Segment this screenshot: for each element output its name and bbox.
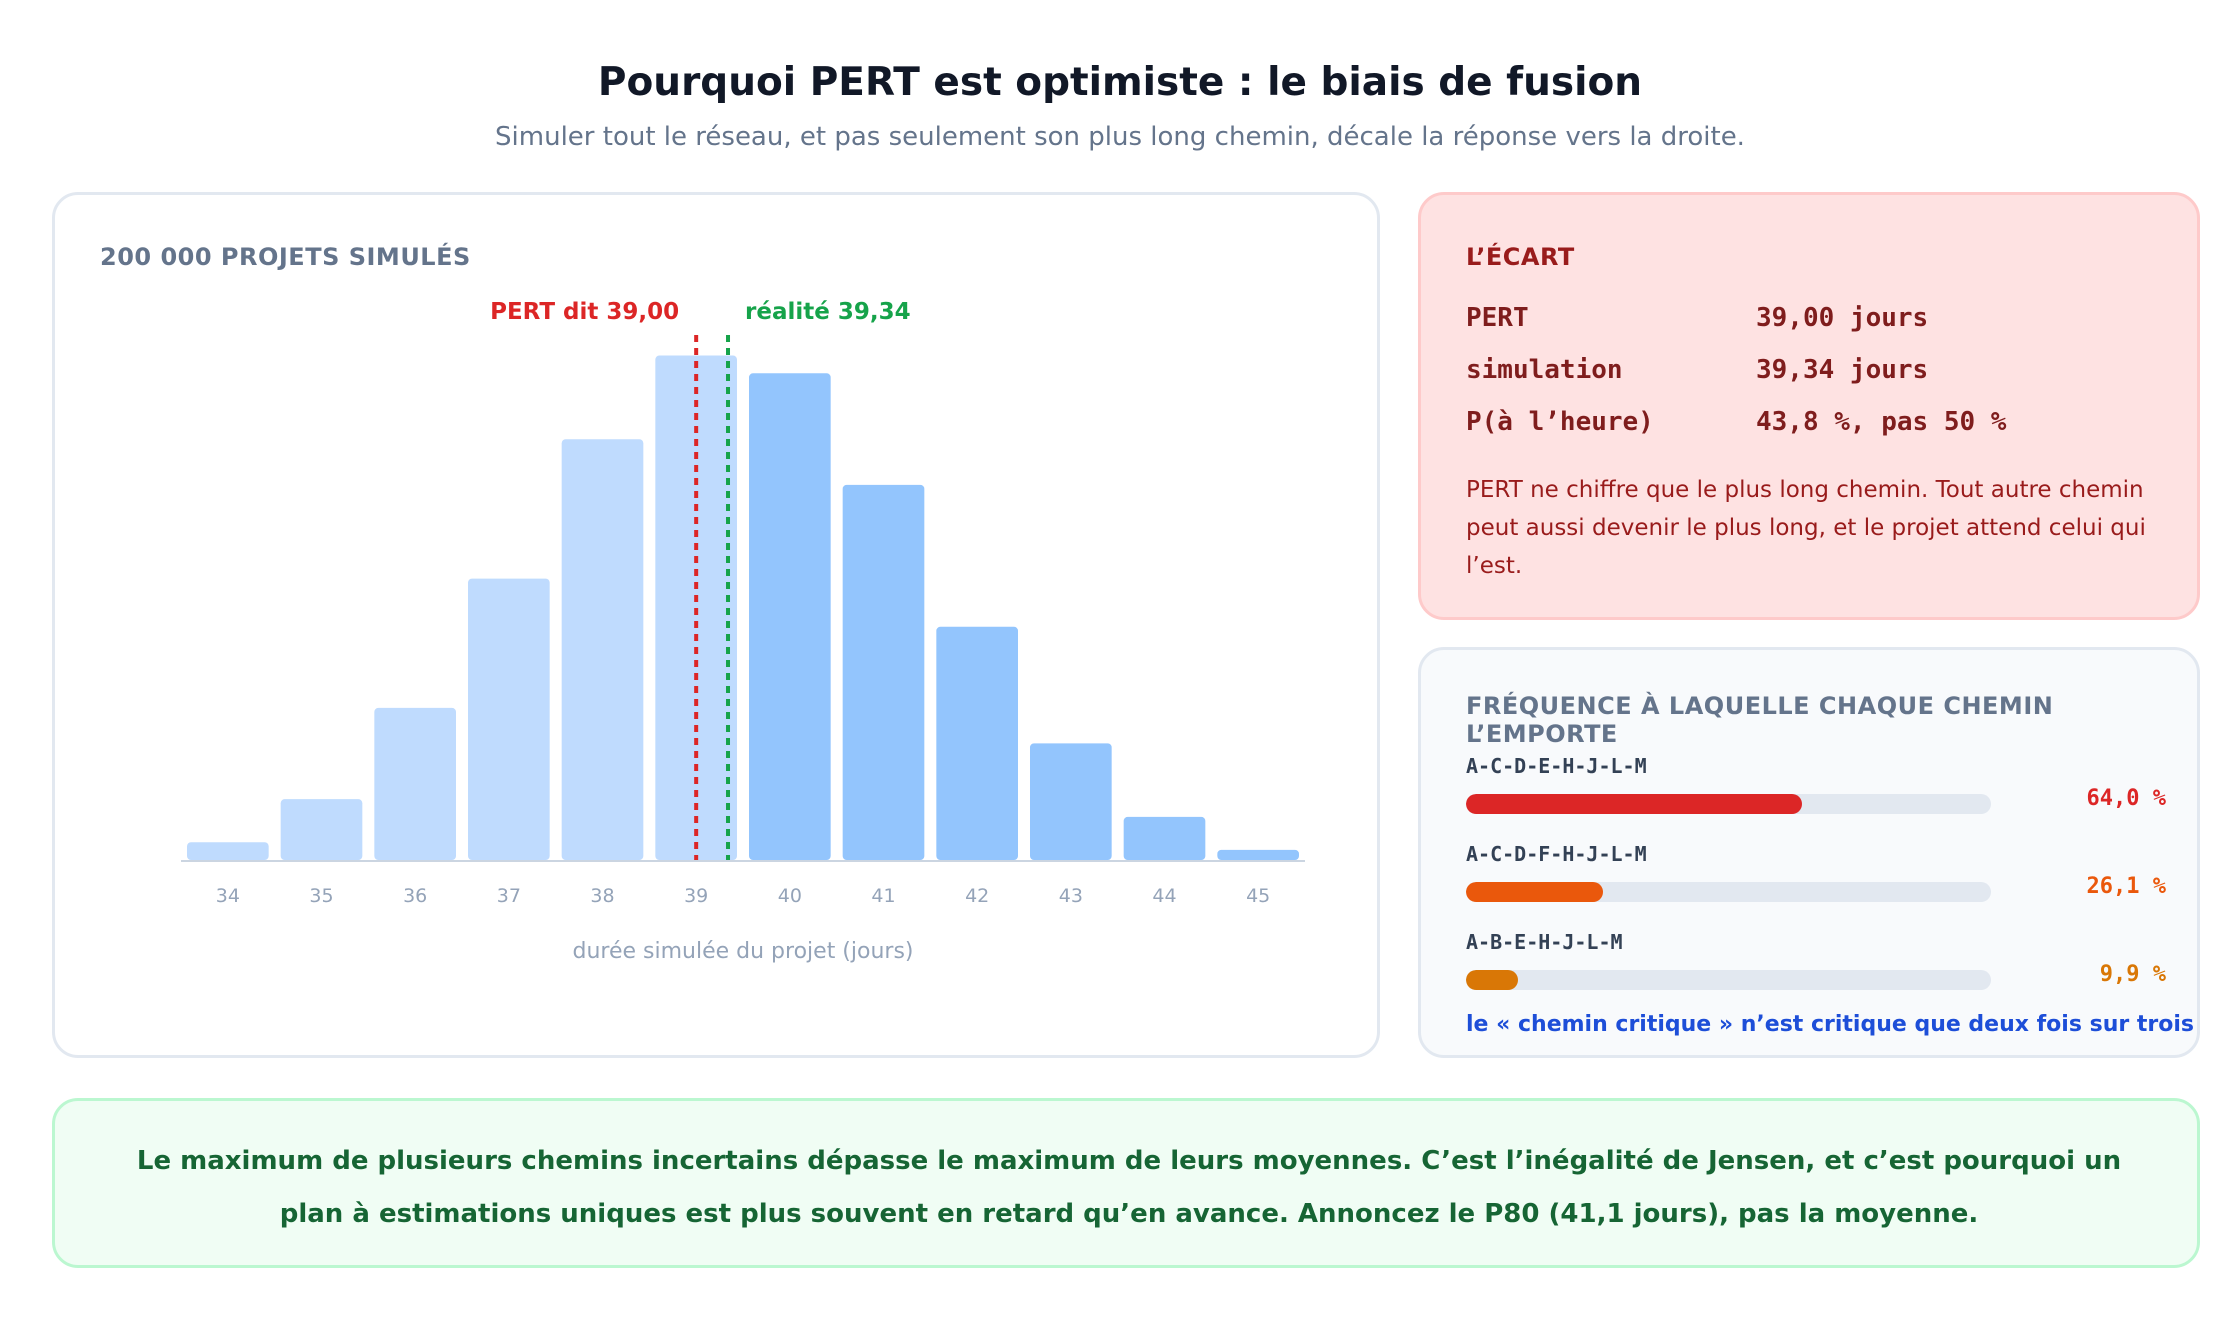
path-percent: 26,1 % (2086, 874, 2166, 899)
conclusion-card: Le maximum de plusieurs chemins incertai… (52, 1098, 2200, 1268)
x-tick-label: 44 (1152, 885, 1176, 907)
histogram-bar (749, 373, 831, 860)
gap-card-label: L’ÉCART (1466, 243, 1575, 271)
histogram-bar (561, 439, 644, 860)
x-axis-label: durée simulée du projet (jours) (573, 939, 914, 964)
x-tick-label: 34 (216, 885, 240, 907)
gap-stats: PERT 39,00 jours simulation 39,34 jours … (1466, 303, 2166, 459)
x-tick-label: 35 (309, 885, 333, 907)
stat-key: PERT (1466, 303, 1529, 333)
histogram-bar (280, 799, 363, 860)
histogram-card-label: 200 000 PROJETS SIMULÉS (100, 243, 471, 271)
path-row-3: A-B-E-H-J-L-M 9,9 % (1466, 930, 2166, 1010)
path-frequency-note: le « chemin critique » n’est critique qu… (1466, 1012, 2194, 1037)
stat-value: 39,00 jours (1756, 303, 1929, 333)
x-tick-label: 43 (1059, 885, 1083, 907)
x-tick-label: 41 (871, 885, 895, 907)
stat-value: 39,34 jours (1756, 355, 1929, 385)
histogram-bar (1123, 816, 1206, 860)
stat-value: 43,8 %, pas 50 % (1756, 407, 2007, 437)
stat-row-simulation: simulation 39,34 jours (1466, 355, 2166, 407)
x-tick-label: 45 (1246, 885, 1270, 907)
path-row-1: A-C-D-E-H-J-L-M 64,0 % (1466, 754, 2166, 834)
histogram-bar (374, 707, 456, 860)
stat-row-pert: PERT 39,00 jours (1466, 303, 2166, 355)
histogram-bar (468, 578, 550, 860)
stat-key: P(à l’heure) (1466, 407, 1654, 437)
path-name: A-C-D-F-H-J-L-M (1466, 842, 1647, 866)
histogram-bar (1030, 743, 1112, 860)
histogram-card: 200 000 PROJETS SIMULÉS 34 35 36 37 38 39 40 41… (52, 192, 1380, 1058)
stat-row-on-time: P(à l’heure) 43,8 %, pas 50 % (1466, 407, 2166, 459)
path-bar-track (1466, 970, 1991, 990)
path-bar-fill (1466, 794, 1802, 814)
histogram-bar (187, 842, 269, 860)
path-bar-track (1466, 794, 1991, 814)
x-tick-label: 36 (403, 885, 427, 907)
path-bar-track (1466, 882, 1991, 902)
path-bar-fill (1466, 970, 1518, 990)
path-frequency-card: FRÉQUENCE À LAQUELLE CHAQUE CHEMIN L’EMP… (1418, 647, 2200, 1058)
path-frequency-label: FRÉQUENCE À LAQUELLE CHAQUE CHEMIN L’EMP… (1466, 692, 2054, 748)
path-name: A-B-E-H-J-L-M (1466, 930, 1623, 954)
x-tick-label: 37 (497, 885, 521, 907)
path-row-2: A-C-D-F-H-J-L-M 26,1 % (1466, 842, 2166, 922)
x-tick-label: 39 (684, 885, 708, 907)
path-bar-fill (1466, 882, 1604, 902)
path-percent: 9,9 % (2099, 962, 2166, 987)
histogram-bar (936, 626, 1018, 860)
conclusion-text: Le maximum de plusieurs chemins incertai… (136, 1146, 2122, 1229)
page-subtitle: Simuler tout le réseau, et pas seulement… (495, 122, 1745, 152)
histogram-chart: 34 35 36 37 38 39 40 41 42 43 44 45 durée simulée du… (181, 299, 1305, 964)
histogram-bar (655, 355, 737, 860)
x-tick-label: 42 (965, 885, 989, 907)
histogram-bar (842, 484, 925, 860)
histogram-bar (1217, 849, 1299, 860)
stat-key: simulation (1466, 355, 1623, 385)
reality-reference-label: réalité 39,34 (745, 299, 911, 325)
gap-note: PERT ne chiffre que le plus long chemin.… (1466, 477, 2146, 579)
path-percent: 64,0 % (2086, 786, 2166, 811)
page-title: Pourquoi PERT est optimiste : le biais d… (597, 60, 1643, 105)
x-tick-label: 38 (590, 885, 614, 907)
gap-card: L’ÉCART PERT 39,00 jours simulation 39,3… (1418, 192, 2200, 620)
x-tick-label: 40 (778, 885, 802, 907)
pert-reference-label: PERT dit 39,00 (490, 299, 679, 325)
path-name: A-C-D-E-H-J-L-M (1466, 754, 1647, 778)
